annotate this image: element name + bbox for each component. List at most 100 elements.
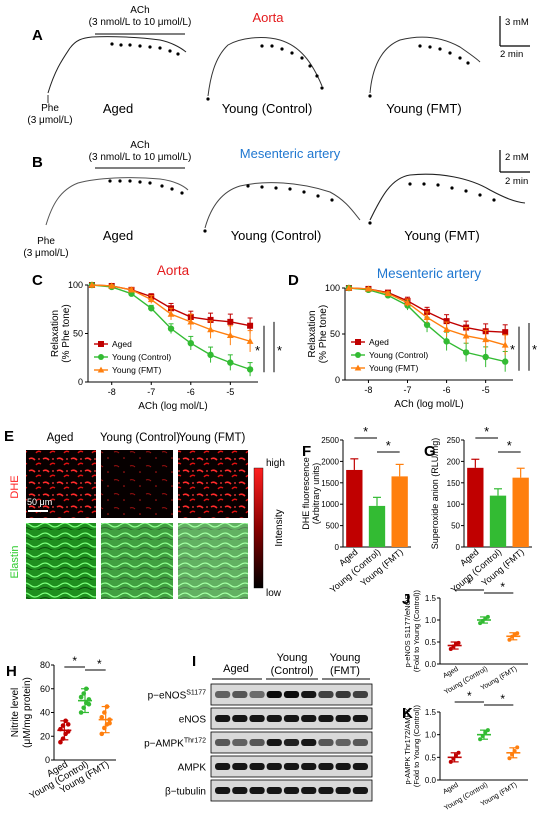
blot-row-label-superscript: S1177 bbox=[186, 690, 206, 697]
bar bbox=[391, 476, 408, 547]
y-tick-label: 2000 bbox=[321, 457, 339, 466]
intensity-low-label: low bbox=[266, 588, 282, 599]
data-point bbox=[423, 313, 431, 321]
y-tick-label: 60 bbox=[40, 684, 50, 694]
y-tick-label: 100 bbox=[325, 283, 340, 293]
blot-band bbox=[318, 787, 334, 794]
blot-band bbox=[249, 691, 265, 698]
blot-band bbox=[232, 763, 248, 770]
image-row-dhe: DHE bbox=[9, 475, 21, 498]
y-axis-label: p-AMPK Thr172/AMPK bbox=[403, 708, 412, 785]
legend-entry: Young (FMT) bbox=[369, 363, 418, 373]
legend-marker bbox=[98, 341, 104, 347]
legend-entry: Young (Control) bbox=[112, 352, 171, 362]
data-point bbox=[482, 353, 489, 361]
sig-star: * bbox=[386, 438, 391, 453]
blot-band bbox=[352, 763, 368, 770]
data-point bbox=[207, 326, 214, 333]
blot-band bbox=[318, 763, 334, 770]
y-tick-label: 100 bbox=[447, 500, 461, 509]
sig-star: * bbox=[255, 343, 260, 358]
y-axis-label-unit: (μM/mg protein) bbox=[22, 677, 33, 748]
panel-label-h: H bbox=[6, 663, 17, 680]
blot-row-label: p−AMPKThr172 bbox=[144, 738, 206, 750]
data-point bbox=[207, 316, 214, 323]
trace-label-young-fmt-a: Young (FMT) bbox=[386, 101, 461, 116]
blot-header-young-fmt-line2: (FMT) bbox=[330, 665, 360, 677]
x-tick-label: Aged bbox=[442, 782, 460, 796]
sig-star: * bbox=[277, 343, 282, 358]
chart-d-mesenteric-relaxation: Mesenteric artery 0 50 100 -8 -7 -6 -5 ACh (log … bbox=[307, 266, 537, 410]
x-tick-label: -5 bbox=[226, 387, 234, 397]
data-point bbox=[58, 739, 63, 745]
blot-band bbox=[266, 787, 282, 794]
data-point bbox=[365, 285, 372, 292]
blot-band bbox=[318, 715, 334, 722]
blot-band bbox=[352, 691, 368, 698]
blot-band bbox=[232, 691, 248, 698]
blot-row-label: eNOS bbox=[179, 715, 207, 726]
legend-marker bbox=[354, 364, 362, 371]
blot-header-young-control-line2: (Control) bbox=[271, 665, 314, 677]
y-tick-label: 50 bbox=[330, 329, 340, 339]
scale-a-y-label: 3 mM bbox=[505, 17, 529, 28]
blot-band bbox=[215, 787, 231, 794]
data-point bbox=[501, 341, 509, 348]
blot-band bbox=[232, 715, 248, 722]
y-tick-label: 250 bbox=[447, 436, 461, 445]
y-tick-label: 80 bbox=[40, 660, 50, 670]
ach-dose-markers-b bbox=[108, 179, 496, 233]
y-tick-label: 200 bbox=[447, 457, 461, 466]
data-point bbox=[462, 349, 470, 356]
blot-band bbox=[249, 787, 265, 794]
data-point bbox=[207, 351, 214, 359]
scale-b-x-label: 2 min bbox=[505, 176, 528, 187]
phe-dose-b: (3 μmol/L) bbox=[23, 248, 68, 259]
trace-aorta-young-fmt bbox=[369, 36, 481, 94]
blot-header-young-fmt-line1: Young bbox=[330, 652, 361, 664]
legend-entry: Young (FMT) bbox=[112, 365, 161, 375]
image-row-elastin: Elastin bbox=[9, 545, 21, 578]
y-tick-label: 2500 bbox=[321, 436, 339, 445]
data-point bbox=[187, 318, 195, 325]
data-point bbox=[345, 284, 353, 291]
data-point bbox=[247, 322, 254, 329]
chart-c-aorta-relaxation: Aorta 0 50 100 -8 -7 -6 -5 ACh (log mol/L) Relaxa… bbox=[50, 263, 282, 412]
phe-label-b: Phe bbox=[37, 236, 55, 247]
x-tick-label: -8 bbox=[108, 387, 116, 397]
bar bbox=[368, 505, 386, 547]
sig-star: * bbox=[467, 577, 472, 591]
y-tick-label: 40 bbox=[40, 708, 50, 718]
y-tick-label: 50 bbox=[73, 329, 83, 339]
y-tick-label: 0.0 bbox=[425, 776, 437, 785]
data-point bbox=[88, 281, 96, 288]
aorta-title: Aorta bbox=[252, 10, 284, 25]
data-point bbox=[384, 289, 392, 297]
y-tick-label: 500 bbox=[326, 522, 340, 531]
blot-band bbox=[266, 763, 282, 770]
y-tick-label: 50 bbox=[451, 522, 460, 531]
blot-row-label: β−tubulin bbox=[165, 787, 206, 798]
x-tick-label: -8 bbox=[364, 385, 372, 395]
y-tick-label: 20 bbox=[40, 731, 50, 741]
ach-range-a: (3 nmol/L to 10 μmol/L) bbox=[89, 17, 192, 28]
data-point bbox=[423, 321, 431, 328]
blot-band bbox=[352, 787, 368, 794]
y-tick-label: 1.0 bbox=[425, 616, 437, 625]
blot-band bbox=[249, 739, 265, 746]
data-point bbox=[108, 282, 116, 289]
legend-marker bbox=[355, 339, 361, 345]
dhe-image-aged bbox=[26, 450, 96, 518]
blot-band bbox=[232, 787, 248, 794]
x-tick-label: -6 bbox=[443, 385, 451, 395]
elastin-image-aged bbox=[26, 523, 96, 599]
panel-label-e: E bbox=[4, 428, 14, 445]
data-point bbox=[99, 714, 105, 720]
data-point bbox=[227, 359, 234, 366]
image-col-aged: Aged bbox=[47, 432, 74, 444]
chart-title: Aorta bbox=[157, 263, 190, 278]
trace-mesenteric-aged bbox=[45, 177, 189, 226]
panel-label-i: I bbox=[192, 653, 196, 670]
data-point bbox=[443, 325, 450, 332]
